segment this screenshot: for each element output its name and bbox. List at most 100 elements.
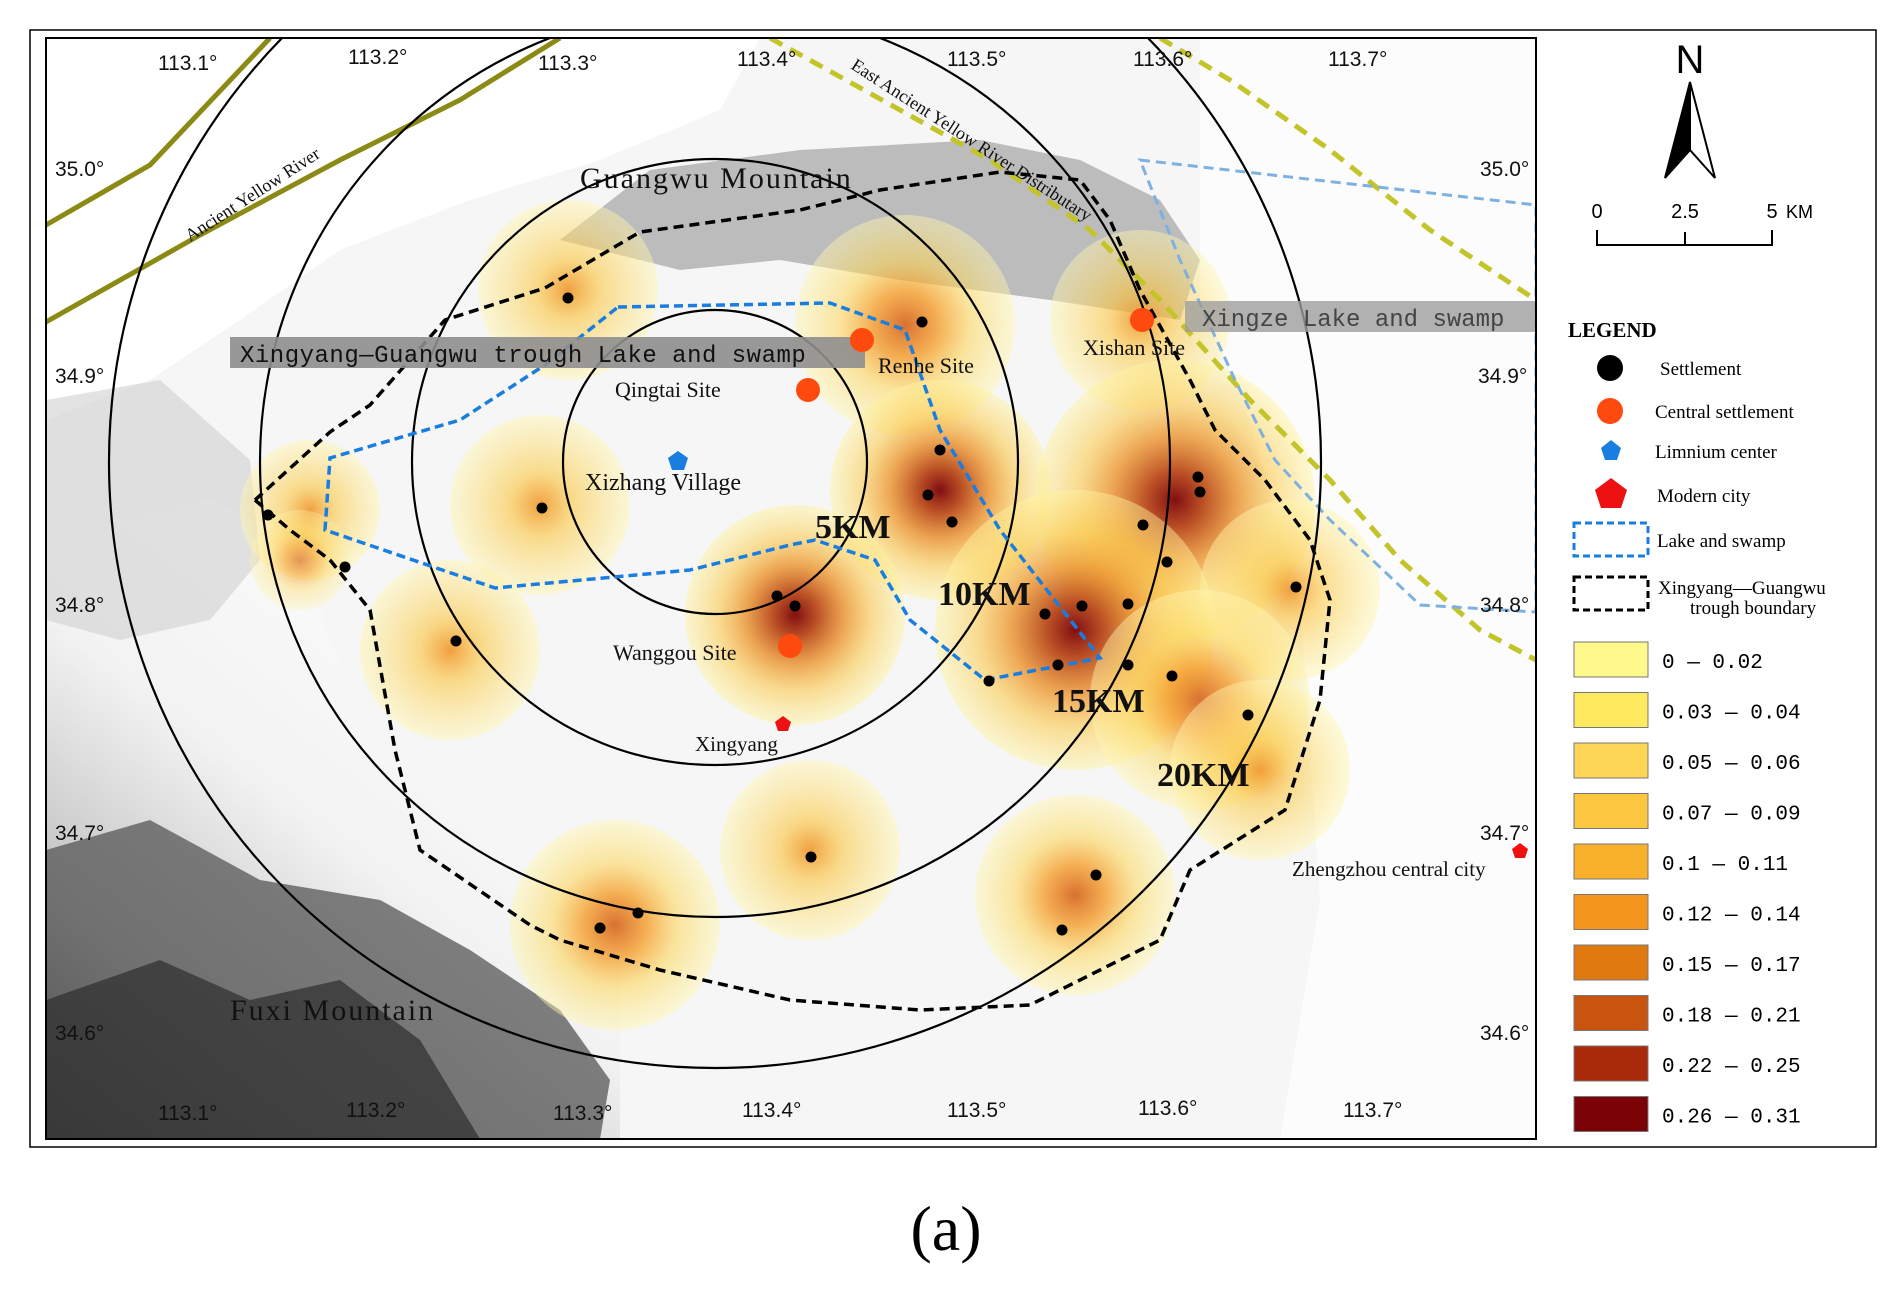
lon-bottom-label: 113.2° <box>346 1099 405 1122</box>
legend-label-central-settlement: Central settlement <box>1655 402 1794 423</box>
settlement-dot <box>1076 600 1088 612</box>
density-class-swatch <box>1573 843 1649 880</box>
settlement-dot <box>1090 869 1102 881</box>
ring-20km <box>108 38 1322 1069</box>
ring-15km <box>259 38 1171 918</box>
density-patch <box>720 760 900 940</box>
settlement-dot <box>1192 471 1204 483</box>
limnium-center-icon <box>668 451 688 470</box>
xingze-lake-outline <box>1137 158 1536 614</box>
lat-left-label: 34.9° <box>55 365 104 388</box>
density-patch <box>795 215 1015 435</box>
north-letter: N <box>1676 38 1705 82</box>
settlement-dot <box>450 635 462 647</box>
settlement-dot <box>1052 659 1064 671</box>
lon-bottom-label: 113.3° <box>553 1102 612 1125</box>
ring-label-15km: 15KM <box>1052 683 1145 720</box>
graticule-labels: 113.1° 113.2° 113.3° 113.4° 113.5° 113.6… <box>55 46 1529 1125</box>
scale-bar-line <box>1596 230 1773 246</box>
limnium-center-legend-icon <box>1601 440 1621 460</box>
legend-label-lake-swamp: Lake and swamp <box>1657 531 1786 552</box>
settlement-dot <box>805 851 817 863</box>
lon-bottom-label: 113.6° <box>1138 1097 1197 1120</box>
density-class-swatch <box>1573 1096 1649 1132</box>
lon-top-label: 113.6° <box>1133 48 1192 71</box>
xingze-lake-label-bg <box>1185 301 1536 332</box>
label-guangwu-mountain: Guangwu Mountain <box>580 162 853 195</box>
ring-label-10km: 10KM <box>938 576 1031 613</box>
settlement-dot <box>262 509 274 521</box>
trough-lake-outline <box>323 301 1104 682</box>
trough-boundary-legend-icon <box>1572 575 1650 612</box>
lat-right-label: 34.8° <box>1480 594 1529 617</box>
lon-top-label: 113.2° <box>348 46 407 69</box>
settlement-dot <box>1166 670 1178 682</box>
density-class-swatch <box>1573 793 1649 829</box>
modern-city-legend-icon <box>1595 478 1627 508</box>
lat-right-label: 35.0° <box>1480 158 1529 181</box>
density-patch <box>510 820 720 1030</box>
density-class-label: 0.12 — 0.14 <box>1662 905 1801 928</box>
settlement-dot <box>536 502 548 514</box>
scale-tick-2.5: 2.5 <box>1671 201 1699 223</box>
figure-label: (a) <box>910 1193 981 1264</box>
density-class-label: 0.22 — 0.25 <box>1662 1056 1801 1079</box>
label-xingyang: Xingyang <box>695 732 778 756</box>
density-class-swatch <box>1573 692 1649 728</box>
lon-top-label: 113.3° <box>538 52 597 75</box>
density-class-swatch <box>1573 944 1649 981</box>
density-class-swatch <box>1573 1045 1649 1082</box>
legend: LEGEND Settlement Central settlement Lim… <box>1568 318 1826 1132</box>
lon-top-label: 113.4° <box>737 48 796 71</box>
legend-label-trough-boundary-1: Xingyang—Guangwu <box>1658 578 1826 599</box>
lon-top-label: 113.7° <box>1328 48 1387 71</box>
ancient-yellow-river <box>46 38 562 325</box>
trough-lake-label-bg <box>230 337 865 368</box>
lat-left-label: 34.8° <box>55 594 104 617</box>
label-qingtai-site: Qingtai Site <box>615 377 721 402</box>
settlement-dot <box>946 516 958 528</box>
density-class-label: 0.15 — 0.17 <box>1662 955 1801 978</box>
label-xishan-site: Xishan Site <box>1083 335 1185 360</box>
distributary-line <box>1158 38 1536 303</box>
density-patch <box>685 505 905 725</box>
settlement-dot <box>771 590 783 602</box>
settlement-dot <box>1039 608 1051 620</box>
modern-city-zhengzhou-icon <box>1512 843 1528 858</box>
density-class-swatch <box>1573 742 1649 779</box>
distributary-line <box>768 38 1536 663</box>
settlement-dot <box>1137 519 1149 531</box>
legend-title: LEGEND <box>1568 318 1657 342</box>
density-patch <box>360 560 540 740</box>
scale-bar: 0 2.5 5 KM <box>1591 201 1813 246</box>
density-patch <box>975 795 1175 995</box>
central-settlement-wanggou <box>778 634 802 658</box>
ring-label-20km: 20KM <box>1157 757 1250 794</box>
density-legend: 0 — 0.02 0.03 — 0.04 0.05 — 0.06 0.07 — 0.0… <box>1573 641 1801 1132</box>
river-line <box>46 38 272 228</box>
label-renhe-site: Renhe Site <box>878 353 974 378</box>
label-zhengzhou: Zhengzhou central city <box>1292 857 1486 881</box>
central-settlement-qingtai <box>796 378 820 402</box>
central-settlements <box>778 308 1154 658</box>
legend-label-trough-boundary-2: trough boundary <box>1690 598 1817 619</box>
settlement-legend-icon <box>1597 355 1623 381</box>
settlement-dot <box>1290 581 1302 593</box>
density-class-label: 0.03 — 0.04 <box>1662 703 1801 726</box>
density-class-swatch <box>1573 641 1649 678</box>
density-surface <box>240 200 1380 1030</box>
density-patch <box>250 510 350 610</box>
settlement-dot <box>1122 598 1134 610</box>
scale-unit: KM <box>1786 202 1813 222</box>
settlement-dot <box>922 489 934 501</box>
ring-labels: 5KM 10KM 15KM 20KM <box>815 509 1250 794</box>
settlement-dot <box>789 600 801 612</box>
density-class-label: 0.18 — 0.21 <box>1662 1006 1801 1029</box>
lat-right-label: 34.7° <box>1480 822 1529 845</box>
settlement-dot <box>339 561 351 573</box>
settlement-dot <box>1161 556 1173 568</box>
fuxi-mountain-dark <box>46 960 480 1139</box>
lon-top-label: 113.5° <box>947 48 1006 71</box>
label-xizhang-village: Xizhang Village <box>585 470 741 496</box>
